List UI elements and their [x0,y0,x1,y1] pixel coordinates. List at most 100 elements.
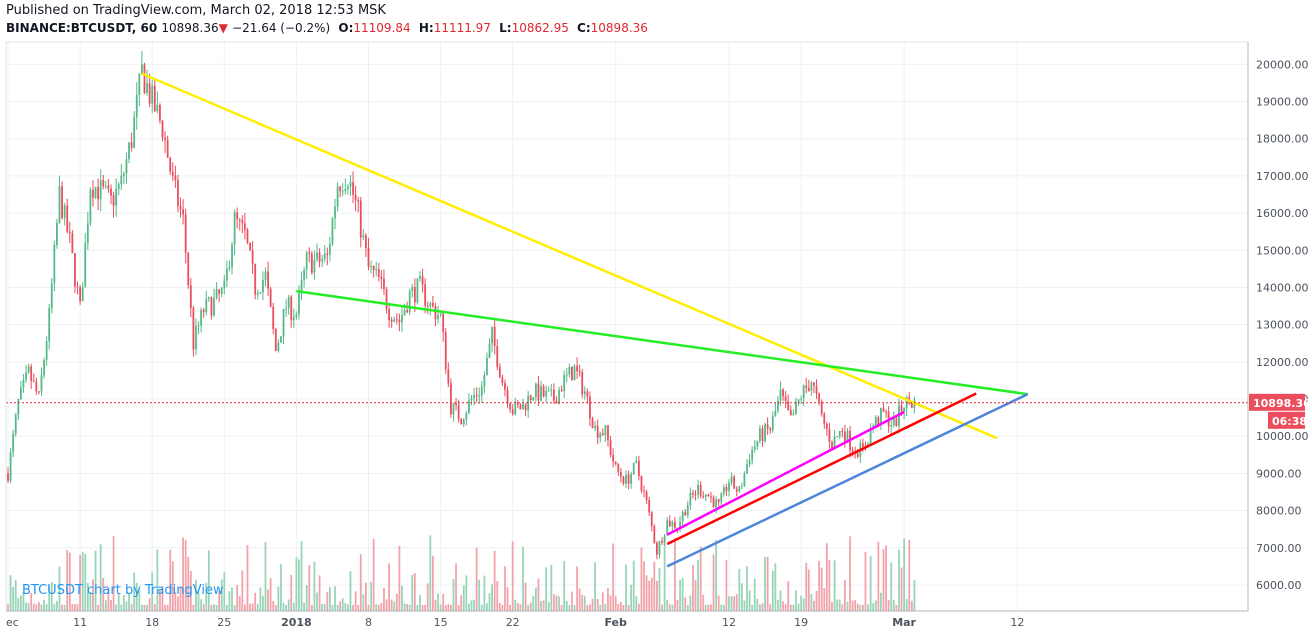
x-tick-label: ec [6,616,19,629]
candle-body [189,285,192,308]
candle-body [264,271,267,280]
candle-body [465,412,468,420]
candle-body [164,137,166,140]
volume-bar [542,600,545,611]
candle-body [846,430,849,442]
volume-bar [287,599,290,611]
candle-body [838,430,841,437]
candle-body [671,521,674,527]
volume-bar [233,604,236,611]
volume-bar [511,541,514,611]
volume-bar [692,565,694,611]
candle-body [99,180,102,200]
volume-bar [308,565,311,611]
candle-body [328,243,331,255]
candle-body [97,187,100,200]
candle-body [450,383,452,415]
volume-bar [388,563,390,611]
volume-bar [841,604,844,611]
volume-bar [92,579,94,611]
candle-body [555,400,558,404]
volume-bar [609,595,612,611]
volume-bar [182,537,184,611]
volume-bar [74,604,76,611]
volume-bar [125,601,128,611]
candle-body [643,490,645,492]
candle-body [540,386,542,401]
volume-bar [674,538,676,611]
y-tick-label: 13000.00 [1256,319,1309,332]
volume-bar [45,604,48,611]
volume-bars [7,535,916,611]
volume-bar [740,583,743,611]
volume-bar [704,604,707,611]
volume-bar [259,587,262,611]
volume-bar [231,587,233,611]
volume-bar [40,604,43,611]
volume-bar [746,566,748,611]
trendlines[interactable] [141,72,1029,568]
candle-body [537,383,540,401]
candle-body [658,541,661,555]
chart-axes [5,41,1249,612]
volume-bar [256,604,259,611]
candle-body [308,252,311,254]
candle-body [236,212,239,220]
candle-body [220,288,223,294]
volume-bar [576,566,578,611]
candle-body [483,375,486,387]
volume-bar [215,604,218,611]
candle-body [514,402,517,415]
candle-body [910,403,913,408]
volume-bar [743,600,746,611]
candle-body [94,187,97,198]
volume-bar [480,604,483,611]
candle-body [668,520,671,527]
volume-bar [99,544,102,611]
candle-body [272,306,275,329]
volume-bar [110,599,112,611]
volume-bar [56,600,58,611]
candle-body [375,268,378,271]
candle-body [401,315,403,323]
volume-bar [359,554,362,611]
volume-bar [174,591,177,611]
volume-bar [498,603,501,611]
candle-body [102,180,105,187]
volume-bar [599,604,602,611]
candle-body [295,314,298,318]
volume-bar [882,549,885,611]
candle-body [720,493,723,503]
low-value: 10862.95 [511,21,569,35]
y-tick-label: 9000.00 [1256,467,1302,480]
candle-body [774,410,777,417]
volume-bar [372,538,375,611]
candle-body [130,142,133,148]
candlesticks[interactable] [7,51,916,560]
volume-bar [792,604,795,611]
volume-bar [38,602,40,611]
watermark[interactable]: BTCUSDT chart by TradingView [22,583,224,598]
y-tick-label: 19000.00 [1256,96,1309,109]
candle-body [681,512,684,522]
volume-bar [48,587,51,611]
candle-body [238,219,241,221]
candle-body [419,276,421,279]
volume-bar [619,601,622,611]
volume-bar [316,592,318,611]
symbol-label[interactable]: BINANCE:BTCUSDT, 60 [6,21,158,35]
candle-body [38,391,40,393]
x-tick-label: 22 [506,616,520,629]
chart-header: Published on TradingView.com, March 02, … [0,0,1312,42]
volume-bar [759,604,761,611]
candle-body [182,209,184,215]
volume-bar [120,604,123,611]
volume-bar [7,604,9,611]
x-tick-label: 25 [217,616,231,629]
candle-body [892,418,895,426]
candle-body [869,429,872,445]
candle-body [604,425,607,436]
volume-bar [282,602,285,611]
candle-body [61,186,63,218]
